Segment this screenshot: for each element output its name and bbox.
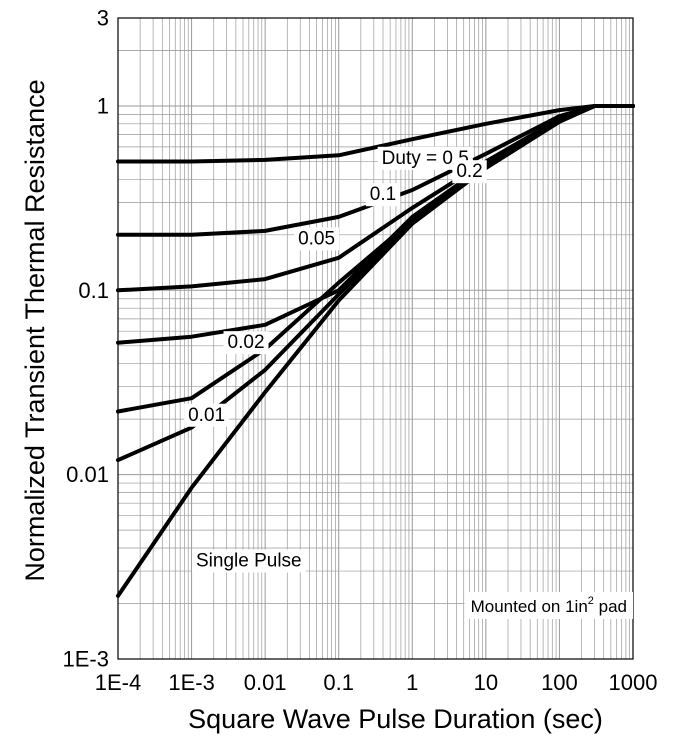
series-label-background [294, 227, 340, 251]
mounting-note-background [464, 592, 633, 619]
series-label-group: 0.02 [223, 331, 269, 355]
series-label: Duty = 0.5 [382, 148, 469, 169]
y-tick-labels: 1E-3 0.01 0.1 1 3 [63, 6, 109, 672]
y-axis-title: Normalized Transient Thermal Resistance [20, 79, 50, 581]
series-label-group: 0.2 [452, 160, 487, 184]
series-line [116, 104, 635, 598]
mounting-note-text: Mounted on 1in2 pad [471, 595, 627, 616]
y-tick-label: 1E-3 [63, 647, 109, 672]
series-label-background [223, 331, 269, 355]
x-tick-label: 1E-3 [168, 670, 214, 695]
x-tick-labels: 1E-4 1E-3 0.01 0.1 1 10 100 1000 [95, 670, 658, 695]
y-tick-label: 0.01 [66, 462, 109, 487]
y-tick-label: 0.1 [78, 278, 109, 303]
x-tick-label: 1E-4 [95, 670, 141, 695]
series-label: 0.05 [298, 228, 335, 249]
series-label-group: 0.01 [184, 403, 230, 427]
series-label-group: Duty = 0.5 [377, 146, 473, 170]
series-label-group: 0.05 [294, 227, 340, 251]
series-label-background [365, 183, 401, 207]
series-label-group: Single Pulse [192, 549, 306, 573]
x-tick-label: 0.1 [323, 670, 354, 695]
mounting-note: Mounted on 1in2 pad [464, 592, 633, 619]
series-label: 0.01 [188, 405, 225, 426]
plot-frame [117, 17, 634, 660]
x-axis-title: Square Wave Pulse Duration (sec) [188, 704, 603, 734]
series-label-background [192, 549, 306, 573]
series-label-group: 0.1 [365, 183, 401, 207]
series-label-background [184, 403, 230, 427]
x-tick-label: 1 [406, 670, 418, 695]
series-label: 0.1 [370, 184, 396, 205]
curve-labels: Duty = 0.50.2 0.1 0.05 0.02 0.01 Single Pulse [184, 146, 487, 573]
x-tick-label: 100 [541, 670, 578, 695]
series-label: 0.02 [228, 332, 265, 353]
y-tick-label: 3 [97, 6, 109, 31]
y-tick-label: 1 [97, 93, 109, 118]
series-label: Single Pulse [196, 551, 302, 572]
series-label-background [377, 146, 473, 170]
series-label: 0.2 [456, 161, 482, 182]
x-tick-label: 1000 [609, 670, 658, 695]
x-tick-label: 0.01 [244, 670, 287, 695]
series-label-background [452, 160, 487, 184]
x-tick-label: 10 [474, 670, 498, 695]
